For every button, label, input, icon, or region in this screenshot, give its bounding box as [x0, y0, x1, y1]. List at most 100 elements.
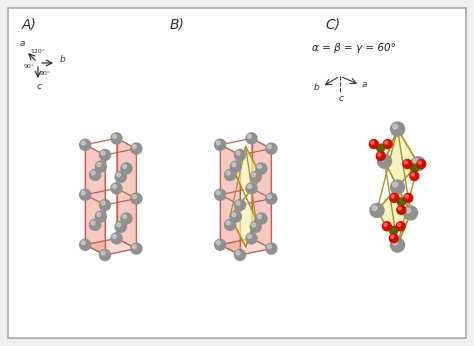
Circle shape: [115, 221, 126, 232]
Circle shape: [35, 60, 41, 66]
Circle shape: [378, 153, 381, 156]
Polygon shape: [85, 238, 137, 255]
Circle shape: [397, 198, 405, 206]
Text: 120°: 120°: [30, 49, 45, 54]
Circle shape: [250, 171, 261, 182]
Circle shape: [82, 141, 85, 145]
Circle shape: [235, 149, 246, 161]
FancyBboxPatch shape: [8, 8, 466, 338]
Text: a: a: [19, 39, 25, 48]
Circle shape: [133, 245, 137, 248]
Circle shape: [97, 163, 101, 166]
Circle shape: [225, 170, 236, 180]
Text: A): A): [22, 17, 37, 31]
Circle shape: [377, 154, 392, 168]
Circle shape: [406, 208, 410, 213]
Circle shape: [418, 161, 421, 164]
Circle shape: [252, 173, 255, 177]
Polygon shape: [384, 129, 418, 187]
Circle shape: [413, 159, 418, 164]
Circle shape: [248, 235, 252, 238]
Polygon shape: [85, 145, 105, 255]
Circle shape: [410, 172, 419, 181]
Polygon shape: [220, 145, 240, 255]
Circle shape: [97, 213, 101, 217]
Circle shape: [133, 195, 137, 199]
Circle shape: [372, 206, 377, 210]
Circle shape: [267, 195, 271, 199]
Circle shape: [232, 213, 236, 217]
Circle shape: [392, 240, 398, 245]
Circle shape: [267, 245, 271, 248]
Circle shape: [397, 206, 406, 215]
Circle shape: [403, 160, 412, 169]
Text: C): C): [325, 17, 340, 31]
Circle shape: [410, 164, 419, 172]
Circle shape: [257, 165, 262, 169]
Circle shape: [113, 135, 117, 138]
Circle shape: [391, 180, 405, 194]
Circle shape: [95, 211, 106, 222]
Circle shape: [236, 201, 240, 205]
Circle shape: [396, 222, 405, 231]
Circle shape: [369, 140, 378, 149]
Circle shape: [91, 171, 95, 175]
Circle shape: [266, 143, 277, 154]
Circle shape: [371, 141, 374, 144]
Circle shape: [230, 161, 241, 172]
Text: b: b: [60, 55, 66, 64]
Circle shape: [113, 235, 117, 238]
Circle shape: [246, 133, 257, 144]
Circle shape: [123, 215, 127, 218]
Circle shape: [391, 238, 405, 252]
Circle shape: [82, 191, 85, 195]
Circle shape: [380, 156, 384, 161]
Circle shape: [235, 249, 246, 261]
Circle shape: [90, 219, 100, 230]
Circle shape: [235, 200, 246, 210]
Circle shape: [100, 149, 110, 161]
Polygon shape: [252, 138, 271, 248]
Polygon shape: [377, 187, 410, 245]
Circle shape: [216, 191, 220, 195]
Circle shape: [248, 135, 252, 138]
Circle shape: [405, 195, 408, 198]
Circle shape: [252, 223, 255, 227]
Circle shape: [391, 122, 405, 136]
Circle shape: [131, 243, 142, 254]
Circle shape: [113, 184, 117, 188]
Circle shape: [226, 171, 230, 175]
Circle shape: [111, 233, 122, 244]
Circle shape: [115, 171, 126, 182]
Text: 90°: 90°: [40, 71, 51, 76]
Circle shape: [266, 243, 277, 254]
Circle shape: [391, 235, 394, 238]
Polygon shape: [236, 147, 262, 197]
Circle shape: [383, 140, 392, 149]
Polygon shape: [236, 147, 262, 197]
Circle shape: [403, 206, 418, 220]
Circle shape: [377, 144, 385, 152]
Polygon shape: [220, 238, 271, 255]
Circle shape: [256, 163, 267, 174]
Circle shape: [384, 223, 387, 226]
Circle shape: [250, 221, 261, 232]
Polygon shape: [230, 197, 255, 247]
Circle shape: [121, 213, 132, 224]
Circle shape: [390, 226, 398, 234]
Circle shape: [256, 213, 267, 224]
Circle shape: [246, 233, 257, 244]
Circle shape: [385, 141, 388, 144]
Circle shape: [131, 143, 142, 154]
Circle shape: [111, 183, 122, 194]
Circle shape: [398, 207, 401, 210]
Text: 90°: 90°: [24, 64, 35, 69]
Circle shape: [392, 182, 398, 187]
Circle shape: [257, 215, 262, 218]
Circle shape: [131, 193, 142, 204]
Circle shape: [215, 189, 226, 200]
Circle shape: [398, 223, 401, 226]
Circle shape: [232, 163, 236, 166]
Circle shape: [80, 239, 91, 250]
Circle shape: [411, 173, 414, 176]
